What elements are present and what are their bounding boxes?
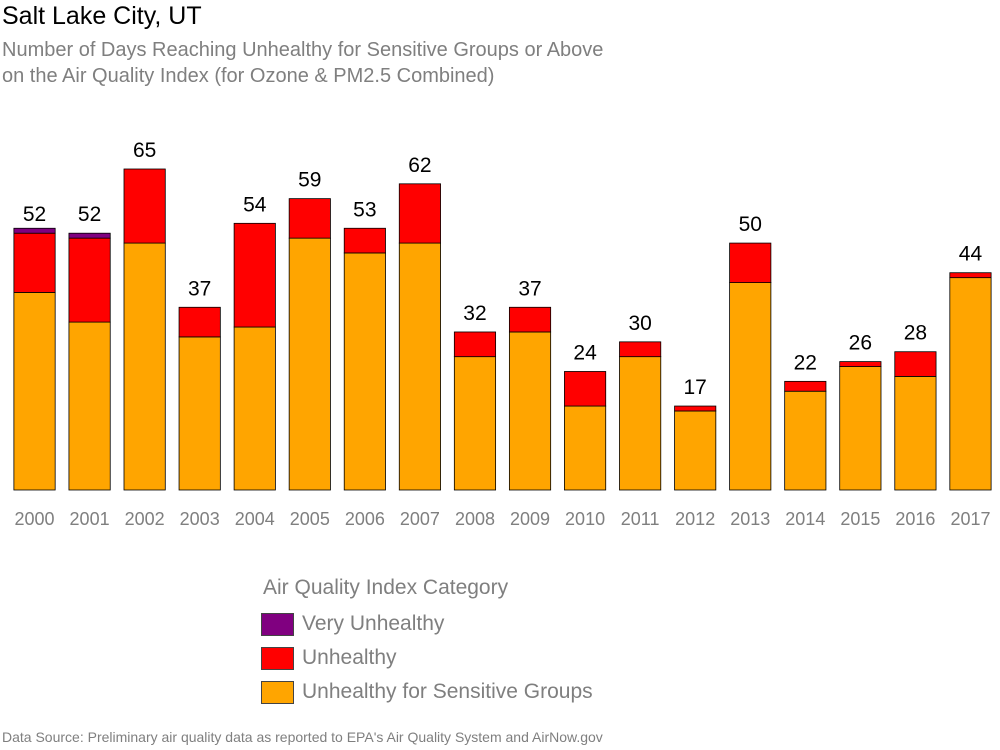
total-label-2006: 53 — [353, 198, 376, 221]
total-label-2002: 65 — [133, 139, 156, 162]
chart-subtitle: Number of Days Reaching Unhealthy for Se… — [2, 37, 603, 89]
legend-label-very-unhealthy: Very Unhealthy — [302, 612, 445, 635]
legend: Air Quality Index Category Very Unhealth… — [261, 576, 593, 709]
legend-swatch-sensitive-groups — [261, 680, 294, 704]
x-tick-label-2017: 2017 — [950, 509, 990, 529]
x-tick-label-2002: 2002 — [125, 509, 165, 529]
bar-segment-unhealthy-2004 — [233, 222, 276, 328]
bar-segment-unhealthy-for-sensitive-groups-2010 — [564, 405, 607, 491]
total-label-2004: 54 — [243, 193, 267, 216]
bar-segment-unhealthy-2005 — [288, 198, 331, 239]
bar-segment-very-unhealthy-2001 — [68, 232, 111, 239]
subtitle-line-1: Number of Days Reaching Unhealthy for Se… — [2, 39, 604, 61]
x-tick-label-2010: 2010 — [565, 509, 605, 529]
bar-segment-unhealthy-2017 — [949, 272, 992, 279]
x-tick-label-2001: 2001 — [70, 509, 110, 529]
bar-segment-unhealthy-2011 — [619, 341, 662, 358]
bars-group — [13, 168, 992, 491]
bar-segment-unhealthy-for-sensitive-groups-2005 — [288, 237, 331, 491]
total-label-2000: 52 — [23, 203, 46, 226]
x-tick-label-2009: 2009 — [510, 509, 550, 529]
bar-segment-unhealthy-for-sensitive-groups-2001 — [68, 321, 111, 491]
bar-segment-unhealthy-2006 — [343, 227, 386, 254]
x-tick-label-2013: 2013 — [730, 509, 770, 529]
total-label-2008: 32 — [463, 302, 486, 325]
x-tick-label-2014: 2014 — [785, 509, 825, 529]
bar-segment-unhealthy-for-sensitive-groups-2003 — [178, 336, 221, 491]
bar-segment-unhealthy-for-sensitive-groups-2017 — [949, 277, 992, 491]
legend-label-sensitive-groups: Unhealthy for Sensitive Groups — [302, 680, 593, 703]
legend-swatch-very-unhealthy — [261, 612, 294, 636]
total-label-2005: 59 — [298, 169, 321, 192]
x-tick-label-2003: 2003 — [180, 509, 220, 529]
total-label-2017: 44 — [959, 243, 983, 266]
bar-segment-very-unhealthy-2000 — [13, 227, 56, 234]
total-label-2015: 26 — [849, 332, 872, 355]
x-tick-label-2016: 2016 — [895, 509, 935, 529]
bar-segment-unhealthy-for-sensitive-groups-2002 — [123, 242, 166, 491]
x-tick-label-2012: 2012 — [675, 509, 715, 529]
bar-segment-unhealthy-2001 — [68, 237, 111, 323]
legend-label-unhealthy: Unhealthy — [302, 646, 397, 669]
bar-segment-unhealthy-2010 — [564, 371, 607, 407]
total-label-2011: 30 — [628, 312, 651, 335]
bar-segment-unhealthy-2000 — [13, 232, 56, 293]
total-label-2012: 17 — [684, 376, 707, 399]
x-tick-label-2015: 2015 — [840, 509, 880, 529]
bar-segment-unhealthy-for-sensitive-groups-2008 — [453, 356, 497, 491]
data-source-note: Data Source: Preliminary air quality dat… — [2, 729, 603, 745]
bar-segment-unhealthy-for-sensitive-groups-2015 — [839, 366, 882, 491]
legend-swatch-unhealthy — [261, 646, 294, 670]
x-tick-label-2011: 2011 — [621, 509, 660, 529]
bar-segment-unhealthy-2012 — [674, 405, 717, 412]
x-tick-label-2006: 2006 — [345, 509, 385, 529]
bar-segment-unhealthy-2013 — [729, 242, 772, 283]
bar-segment-unhealthy-for-sensitive-groups-2007 — [398, 242, 441, 491]
x-tick-label-2007: 2007 — [400, 509, 440, 529]
bar-segment-unhealthy-for-sensitive-groups-2012 — [674, 410, 717, 491]
x-tick-label-2004: 2004 — [235, 509, 275, 529]
bar-segment-unhealthy-for-sensitive-groups-2014 — [784, 390, 827, 491]
bar-segment-unhealthy-for-sensitive-groups-2004 — [233, 326, 276, 491]
total-label-2003: 37 — [188, 277, 211, 300]
stacked-bar-chart: 52 52 65 37 54 59 53 62 32 37 24 30 17 50 22 26 28 44 200… — [13, 139, 992, 529]
subtitle-line-2: on the Air Quality Index (for Ozone & PM… — [2, 65, 495, 87]
bar-segment-unhealthy-2009 — [508, 306, 552, 333]
bar-segment-unhealthy-for-sensitive-groups-2006 — [343, 252, 386, 491]
total-label-2013: 50 — [739, 213, 762, 236]
bar-segment-unhealthy-2016 — [894, 351, 937, 377]
legend-title: Air Quality Index Category — [263, 576, 509, 599]
total-labels-group: 52 52 65 37 54 59 53 62 32 37 24 30 17 50 22 26 28 44 — [23, 139, 983, 399]
x-tick-label-2005: 2005 — [290, 509, 330, 529]
total-label-2007: 62 — [408, 154, 431, 177]
bar-segment-unhealthy-2008 — [453, 331, 497, 358]
bar-segment-unhealthy-2015 — [839, 361, 882, 367]
total-label-2014: 22 — [794, 351, 817, 374]
total-label-2010: 24 — [573, 341, 597, 364]
bar-segment-unhealthy-for-sensitive-groups-2013 — [729, 282, 772, 491]
x-axis-tick-labels: 2000 2001 2002 2003 2004 2005 2006 2007 2008 2009… — [15, 509, 991, 529]
x-tick-label-2008: 2008 — [455, 509, 495, 529]
bar-segment-unhealthy-2003 — [178, 306, 221, 338]
bar-segment-unhealthy-2002 — [123, 168, 166, 244]
legend-item-sensitive-groups: Unhealthy for Sensitive Groups — [261, 675, 593, 709]
bar-segment-unhealthy-for-sensitive-groups-2000 — [13, 292, 56, 491]
bar-segment-unhealthy-2014 — [784, 380, 827, 392]
bar-segment-unhealthy-for-sensitive-groups-2009 — [508, 331, 552, 491]
bar-segment-unhealthy-for-sensitive-groups-2016 — [894, 376, 937, 491]
legend-item-very-unhealthy: Very Unhealthy — [261, 607, 593, 641]
total-label-2016: 28 — [904, 322, 927, 345]
legend-item-unhealthy: Unhealthy — [261, 641, 593, 675]
total-label-2001: 52 — [78, 203, 101, 226]
bar-segment-unhealthy-for-sensitive-groups-2011 — [619, 356, 662, 491]
total-label-2009: 37 — [518, 277, 541, 300]
bar-segment-unhealthy-2007 — [398, 183, 441, 244]
x-tick-label-2000: 2000 — [15, 509, 55, 529]
chart-title: Salt Lake City, UT — [2, 2, 202, 30]
